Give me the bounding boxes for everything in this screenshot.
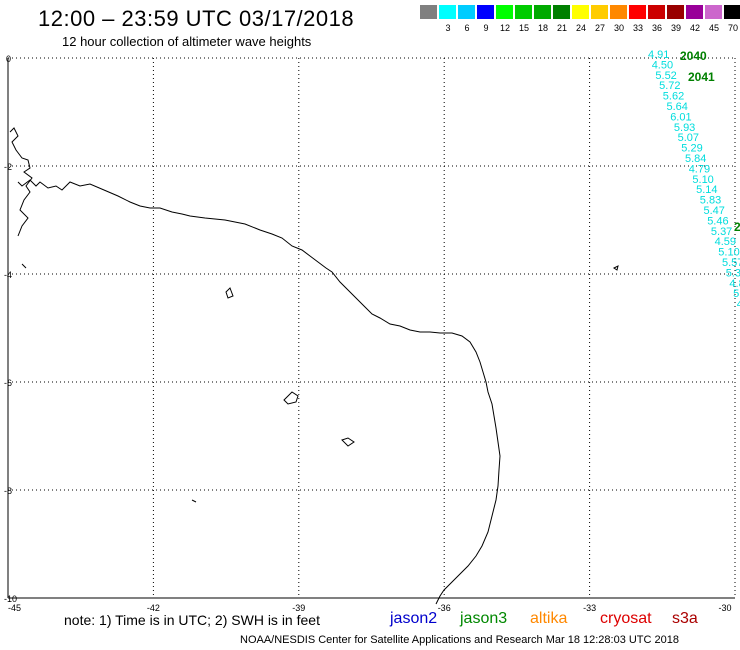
lon-tick-label: -39 (292, 603, 305, 613)
scale-swatch (553, 5, 570, 19)
scale-swatch (686, 5, 703, 19)
scale-swatch (439, 5, 456, 19)
wave-height-value: 5.29 (681, 143, 702, 155)
island-1 (225, 287, 234, 299)
wave-height-value: 5.93 (674, 122, 695, 134)
lat-tick-label: 0 (6, 54, 11, 64)
scale-label: 21 (556, 23, 567, 33)
lon-tick-label: -42 (147, 603, 160, 613)
lat-tick-label: -6 (4, 378, 12, 388)
lon-tick-label: -33 (583, 603, 596, 613)
scale-swatch (667, 5, 684, 19)
wave-height-value: 5.84 (685, 153, 706, 165)
scale-swatch (629, 5, 646, 19)
wave-height-value: 5.46 (707, 215, 728, 227)
scale-swatch (648, 5, 665, 19)
scale-swatch (496, 5, 513, 19)
scale-label: 45 (708, 23, 719, 33)
wave-height-value: 5.83 (700, 195, 721, 207)
coastline (9, 127, 619, 605)
wave-height-value: 4. (737, 299, 740, 311)
scale-label: 18 (537, 23, 548, 33)
scale-label: 15 (518, 23, 529, 33)
scale-swatch (705, 5, 722, 19)
island-6 (21, 263, 27, 269)
lat-tick-label: -10 (4, 594, 17, 604)
scale-swatch (458, 5, 475, 19)
satellite-legend-cryosat: cryosat (600, 610, 652, 627)
track-pass-label: 2 (734, 220, 740, 234)
wave-height-readings: 4.914.505.525.725.625.646.015.935.075.29… (648, 49, 740, 311)
scale-label: 42 (689, 23, 700, 33)
scale-label: 12 (499, 23, 510, 33)
map-title: 12:00 – 23:59 UTC 03/17/2018 (38, 6, 355, 31)
coastline-path (17, 179, 501, 605)
island-5 (191, 499, 197, 503)
scale-swatch (591, 5, 608, 19)
satellite-legend-altika: altika (530, 610, 568, 627)
wave-height-value: 5.3 (726, 267, 740, 279)
wave-height-value: 5.64 (667, 101, 688, 113)
lat-tick-label: -8 (4, 486, 12, 496)
scale-swatch (534, 5, 551, 19)
scale-label: 3 (445, 23, 451, 33)
wave-height-value: 5.57 (722, 257, 740, 269)
satellite-legend-s3a: s3a (672, 610, 698, 627)
island-2 (283, 391, 299, 405)
lon-tick-label: -30 (718, 603, 731, 613)
scale-label: 30 (613, 23, 624, 33)
scale-swatch (477, 5, 494, 19)
satellite-legend-jason2: jason2 (390, 610, 438, 627)
wave-height-value: 5.47 (704, 205, 725, 217)
scale-swatch (724, 5, 740, 19)
satellite-legend-jason3: jason3 (460, 610, 508, 627)
wave-height-value: 5.37 (711, 226, 732, 238)
map-grid (7, 57, 736, 599)
wave-height-value: 5.52 (655, 70, 676, 82)
scale-label: 36 (651, 23, 662, 33)
wave-height-value: 4.50 (652, 59, 673, 71)
wave-height-value: 4.8 (729, 278, 740, 290)
map-tick-labels: -45 -42 -39 -36 -33 -30 0 -2 -4 -6 -8 -10 (4, 54, 732, 613)
wave-height-value: 4.79 (689, 163, 710, 175)
wave-height-value: 5.07 (678, 132, 699, 144)
lat-tick-label: -4 (4, 270, 12, 280)
island-3 (341, 437, 355, 447)
track-pass-label: 2040 (680, 49, 707, 63)
scale-label: 9 (483, 23, 489, 33)
coastline-northwest-fragments (9, 127, 33, 237)
wave-height-value: 5.14 (696, 184, 717, 196)
wave-height-value: 6.01 (670, 111, 691, 123)
scale-label: 39 (670, 23, 681, 33)
lat-tick-label: -2 (4, 162, 12, 172)
wave-height-value: 5.72 (659, 80, 680, 92)
map-subtitle: 12 hour collection of altimeter wave hei… (62, 34, 312, 49)
track-pass-label: 2041 (688, 70, 715, 84)
wave-height-value: 5.62 (663, 91, 684, 103)
lon-tick-label: -45 (8, 603, 21, 613)
wave-height-value: 5.6 (733, 288, 740, 300)
scale-swatch (420, 5, 437, 19)
scale-label: 6 (464, 23, 470, 33)
scale-swatch (572, 5, 589, 19)
scale-swatch (610, 5, 627, 19)
scale-swatch (515, 5, 532, 19)
wave-height-value: 4.59 (715, 236, 736, 248)
map-note: note: 1) Time is in UTC; 2) SWH is in fe… (64, 612, 320, 628)
scale-label: 27 (594, 23, 605, 33)
lon-tick-label: -36 (438, 603, 451, 613)
wave-height-value: 5.10 (718, 247, 739, 259)
wave-height-value: 5.10 (692, 174, 713, 186)
scale-label: 33 (632, 23, 643, 33)
footer-credit: NOAA/NESDIS Center for Satellite Applica… (240, 634, 680, 646)
island-4 (613, 265, 619, 271)
wave-height-value: 4.91 (648, 49, 669, 61)
scale-label: 70 (727, 23, 738, 33)
scale-label: 24 (575, 23, 586, 33)
